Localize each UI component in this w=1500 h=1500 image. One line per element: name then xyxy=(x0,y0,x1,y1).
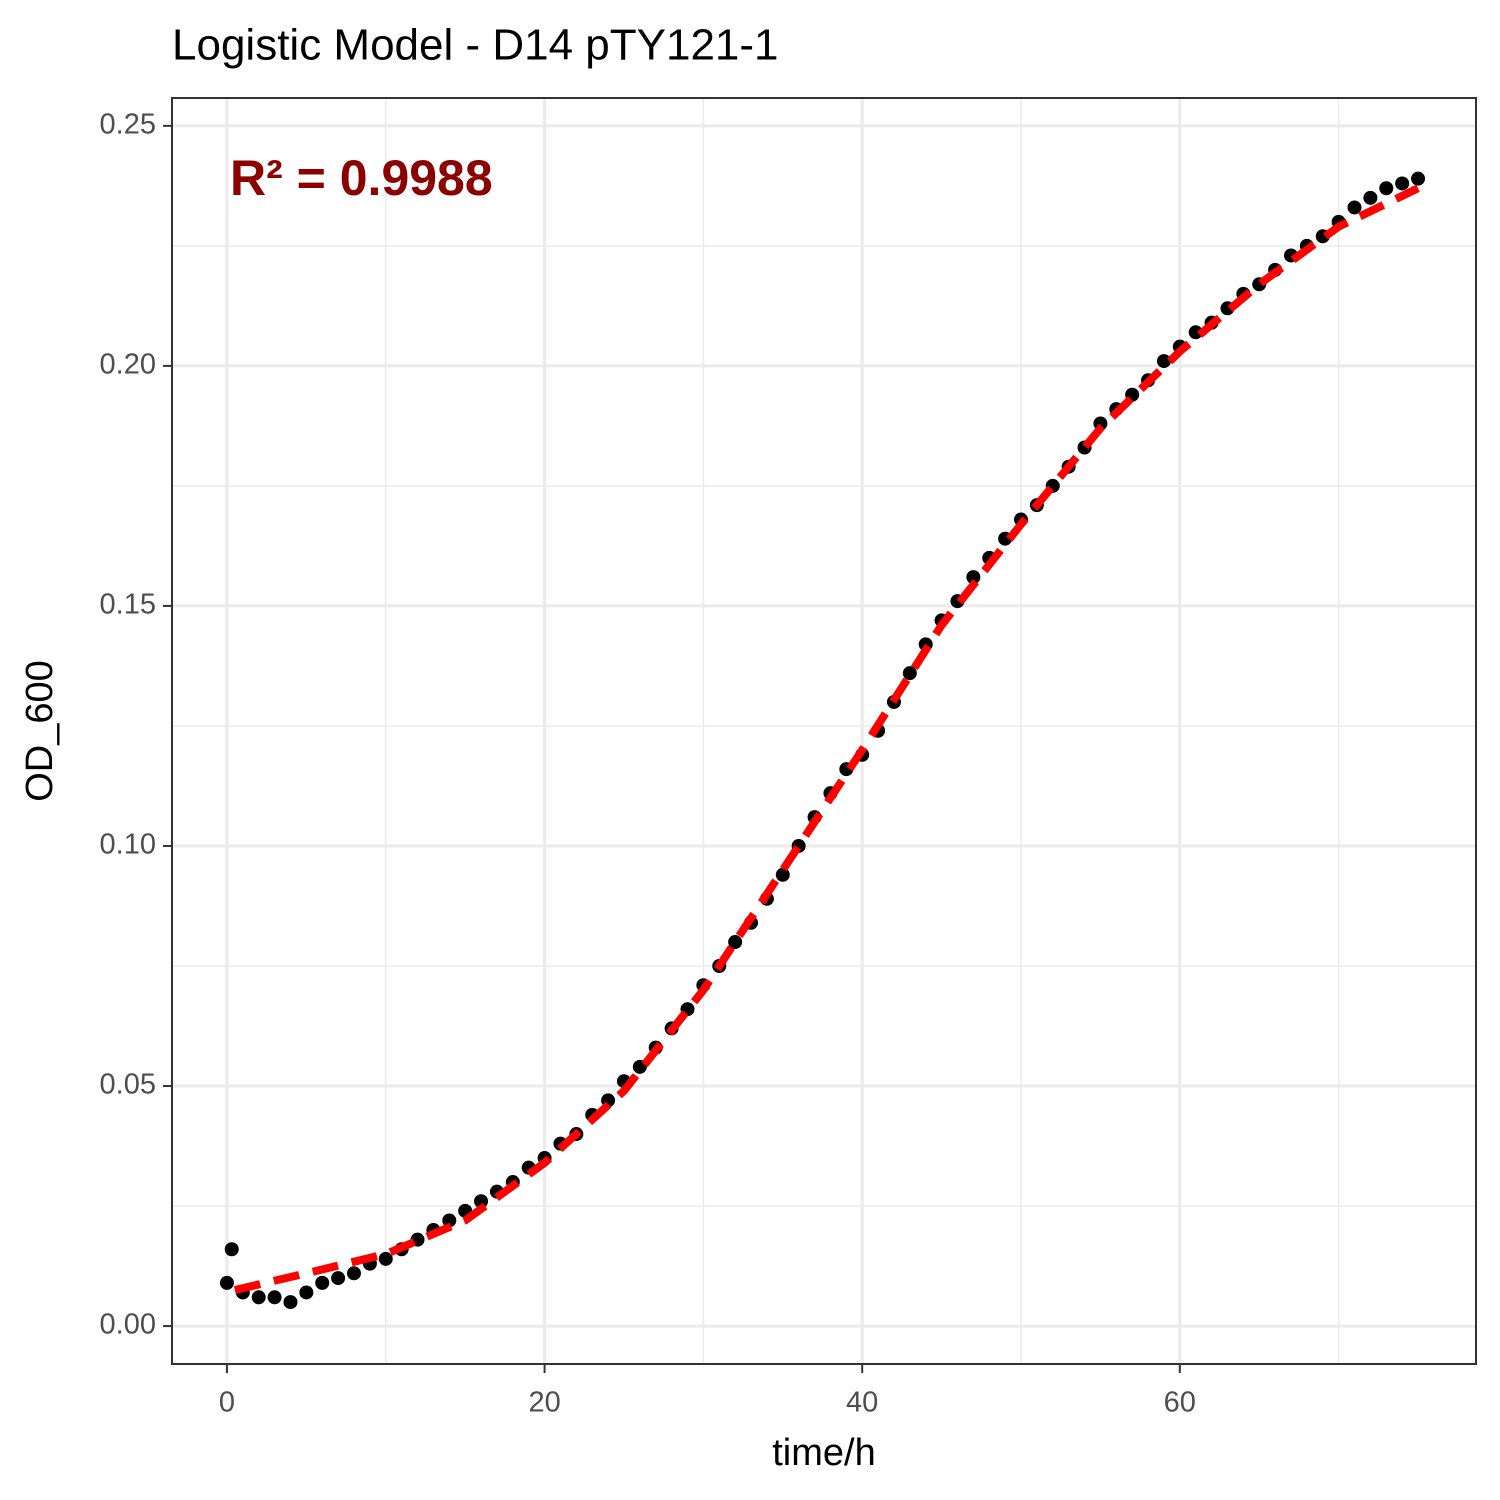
data-point xyxy=(728,935,743,949)
data-point xyxy=(346,1266,361,1281)
plot-layer: 0 20 40 60 0.00 0.05 0.10 0.15 0.20 0.25 R² = 0.99… xyxy=(100,97,1477,1419)
data-point xyxy=(966,570,981,585)
x-tick-label: 20 xyxy=(528,1387,560,1419)
y-tick-label: 0.25 xyxy=(100,109,156,141)
y-tick-label: 0.00 xyxy=(100,1309,156,1341)
annotation: R² = 0.9988 xyxy=(230,150,493,206)
y-tick-label: 0.15 xyxy=(100,589,156,621)
panel-border xyxy=(171,97,1477,1365)
y-tick-label: 0.10 xyxy=(100,829,156,861)
data-point xyxy=(219,1275,234,1290)
data-point xyxy=(1363,190,1378,205)
data-point xyxy=(775,867,790,882)
chart-title: Logistic Model - D14 pTY121-1 xyxy=(172,21,779,70)
y-axis-label: OD_600 xyxy=(19,660,61,802)
data-point xyxy=(442,1213,457,1228)
x-axis-label: time/h xyxy=(772,1432,875,1474)
data-point xyxy=(1156,354,1171,369)
data-point xyxy=(1347,200,1362,215)
data-point xyxy=(378,1251,393,1266)
data-point xyxy=(224,1242,239,1257)
x-tick-label: 40 xyxy=(846,1387,878,1419)
x-tick-label: 0 xyxy=(219,1387,235,1419)
data-point xyxy=(1411,171,1426,186)
y-tick-label: 0.20 xyxy=(100,349,156,381)
data-point xyxy=(315,1275,330,1290)
data-point xyxy=(1188,325,1203,340)
data-point xyxy=(902,666,917,681)
y-tick-label: 0.05 xyxy=(100,1069,156,1101)
data-point xyxy=(1379,181,1394,196)
data-point xyxy=(474,1194,489,1209)
data-point xyxy=(331,1271,346,1286)
x-tick-label: 60 xyxy=(1164,1387,1196,1419)
data-point xyxy=(251,1290,266,1305)
data-point xyxy=(283,1295,298,1310)
data-point xyxy=(267,1290,282,1305)
data-point xyxy=(299,1285,314,1300)
data-point xyxy=(1395,176,1410,191)
